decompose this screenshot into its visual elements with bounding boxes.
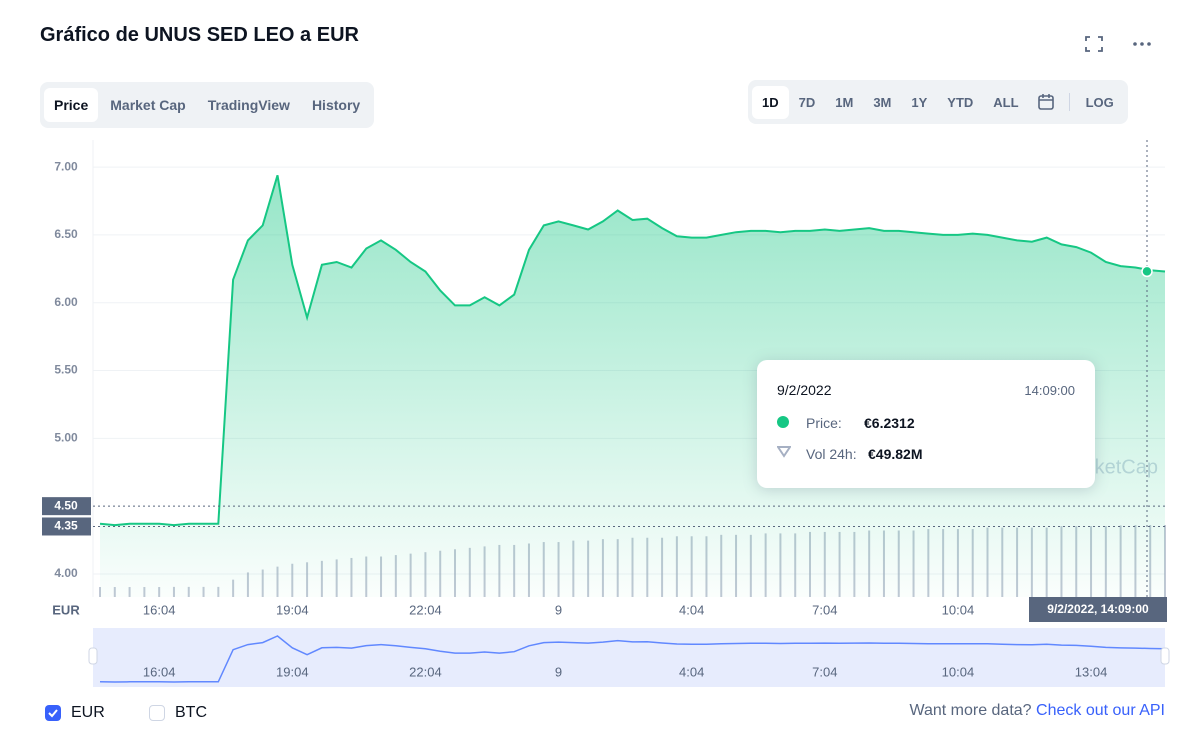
- crosshair-label: 9/2/2022, 14:09:00: [1047, 602, 1149, 616]
- x-tick-label: 10:04: [942, 602, 975, 617]
- tab-button[interactable]: 1Y: [911, 94, 928, 110]
- checkbox-btc[interactable]: BTC: [149, 704, 207, 722]
- crosshair-tag: [1029, 597, 1167, 622]
- navigator-tick-label: 7:04: [812, 664, 837, 679]
- calendar-icon[interactable]: [1037, 93, 1055, 111]
- x-tick-label: 22:04: [409, 602, 442, 617]
- price-label: Price:: [806, 415, 842, 431]
- vol-swatch: [777, 446, 791, 458]
- x-tick-label: 9: [555, 602, 562, 617]
- navigator-handle[interactable]: [88, 647, 98, 665]
- x-tick-label: 4:04: [679, 602, 704, 617]
- navigator-tick-label: 10:04: [942, 664, 975, 679]
- separator: [1068, 93, 1070, 111]
- navigator-tick-label: 22:04: [409, 664, 442, 679]
- tooltip-date: 9/2/2022: [777, 382, 832, 398]
- api-link[interactable]: Check out our API: [1036, 702, 1165, 719]
- checkbox[interactable]: [45, 705, 61, 721]
- y-tick-label: 7.00: [54, 159, 78, 173]
- price-value: €6.2312: [864, 415, 915, 431]
- tab-button[interactable]: 1M: [835, 94, 854, 110]
- navigator-handle[interactable]: [1160, 647, 1170, 665]
- tab-button[interactable]: History: [311, 97, 361, 113]
- reference-label: 4.35: [54, 519, 78, 533]
- tab-button[interactable]: YTD: [947, 94, 974, 110]
- fullscreen-icon[interactable]: [1084, 35, 1104, 53]
- tab-button[interactable]: LOG: [1085, 94, 1114, 110]
- vol-label: Vol 24h:: [806, 446, 857, 462]
- y-tick-label: 6.50: [54, 227, 78, 241]
- price-line: [99, 175, 1166, 527]
- reference-label: 4.50: [54, 498, 78, 512]
- y-tick-label: 4.00: [54, 566, 78, 580]
- navigator-tick-label: 19:04: [276, 664, 309, 679]
- checkbox-label: EUR: [71, 704, 105, 721]
- tab-button[interactable]: 3M: [873, 94, 892, 110]
- reference-tag: [42, 497, 91, 516]
- checkbox[interactable]: [149, 705, 165, 721]
- tab-button[interactable]: TradingView: [207, 97, 290, 113]
- navigator-tick-label: 4:04: [679, 664, 704, 679]
- vol-value: €49.82M: [868, 446, 923, 462]
- checkbox-label: BTC: [175, 704, 207, 721]
- navigator-tick-label: 16:04: [143, 664, 176, 679]
- chart-title: Gráfico de UNUS SED LEO a EUR: [40, 24, 359, 46]
- navigator-tick-label: 9: [555, 664, 562, 679]
- x-tick-label: 16:04: [143, 602, 176, 617]
- tab-button[interactable]: ALL: [993, 94, 1019, 110]
- checkbox-eur[interactable]: EUR: [45, 704, 105, 722]
- y-tick-label: 5.50: [54, 363, 78, 377]
- tooltip: 9/2/2022 14:09:00 Price: €6.2312 Vol 24h…: [757, 360, 1095, 488]
- y-tick-label: 5.00: [54, 431, 78, 445]
- hover-dot: [1141, 265, 1153, 278]
- y-axis-label: EUR: [52, 602, 80, 617]
- tooltip-time: 14:09:00: [1024, 383, 1075, 398]
- x-tick-label: 7:04: [812, 602, 837, 617]
- reference-tag: [42, 517, 91, 536]
- x-tick-label: 19:04: [276, 602, 309, 617]
- price-area: [100, 175, 1165, 598]
- price-swatch: [777, 416, 789, 428]
- tab-button[interactable]: Market Cap: [110, 97, 186, 113]
- navigator-tick-label: 13:04: [1075, 664, 1108, 679]
- navigator-bg: [93, 628, 1165, 687]
- navigator-line: [99, 635, 1166, 683]
- more-icon[interactable]: [1132, 38, 1154, 50]
- y-tick-label: 6.00: [54, 295, 78, 309]
- footer: Want more data? Check out our API: [909, 702, 1165, 720]
- tab-button[interactable]: 7D: [798, 94, 816, 110]
- tab-button[interactable]: Price: [44, 88, 99, 122]
- tab-button[interactable]: 1D: [752, 85, 789, 119]
- tab-bar: Price Market Cap TradingView History: [40, 82, 375, 128]
- footer-text: Want more data?: [909, 702, 1032, 719]
- range-bar: 1D 7D 1M 3M 1Y YTD ALL LOG: [748, 80, 1128, 124]
